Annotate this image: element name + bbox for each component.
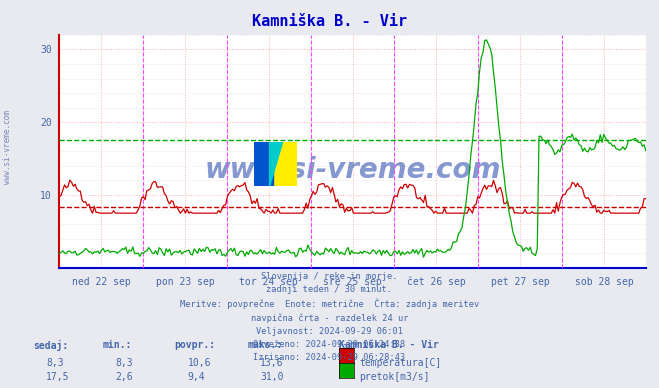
- Text: 2,6: 2,6: [115, 372, 133, 383]
- Polygon shape: [269, 142, 281, 186]
- Text: temperatura[C]: temperatura[C]: [359, 358, 442, 368]
- Text: povpr.:: povpr.:: [175, 340, 215, 350]
- Text: 13,6: 13,6: [260, 358, 284, 368]
- Text: Slovenija / reke in morje.
zadnji teden / 30 minut.
Meritve: povprečne  Enote: m: Slovenija / reke in morje. zadnji teden …: [180, 272, 479, 362]
- Text: min.:: min.:: [102, 340, 132, 350]
- Text: maks.:: maks.:: [247, 340, 282, 350]
- Text: 10,6: 10,6: [188, 358, 212, 368]
- Text: Kamniška B. - Vir: Kamniška B. - Vir: [339, 340, 440, 350]
- Text: 31,0: 31,0: [260, 372, 284, 383]
- Text: 8,3: 8,3: [115, 358, 133, 368]
- Text: 17,5: 17,5: [46, 372, 70, 383]
- Text: 8,3: 8,3: [46, 358, 64, 368]
- Text: pretok[m3/s]: pretok[m3/s]: [359, 372, 430, 383]
- Text: www.si-vreme.com: www.si-vreme.com: [3, 111, 13, 184]
- Text: sedaj:: sedaj:: [33, 340, 68, 350]
- Polygon shape: [254, 142, 273, 186]
- Text: 9,4: 9,4: [188, 372, 206, 383]
- Text: Kamniška B. - Vir: Kamniška B. - Vir: [252, 14, 407, 29]
- Text: www.si-vreme.com: www.si-vreme.com: [204, 156, 501, 184]
